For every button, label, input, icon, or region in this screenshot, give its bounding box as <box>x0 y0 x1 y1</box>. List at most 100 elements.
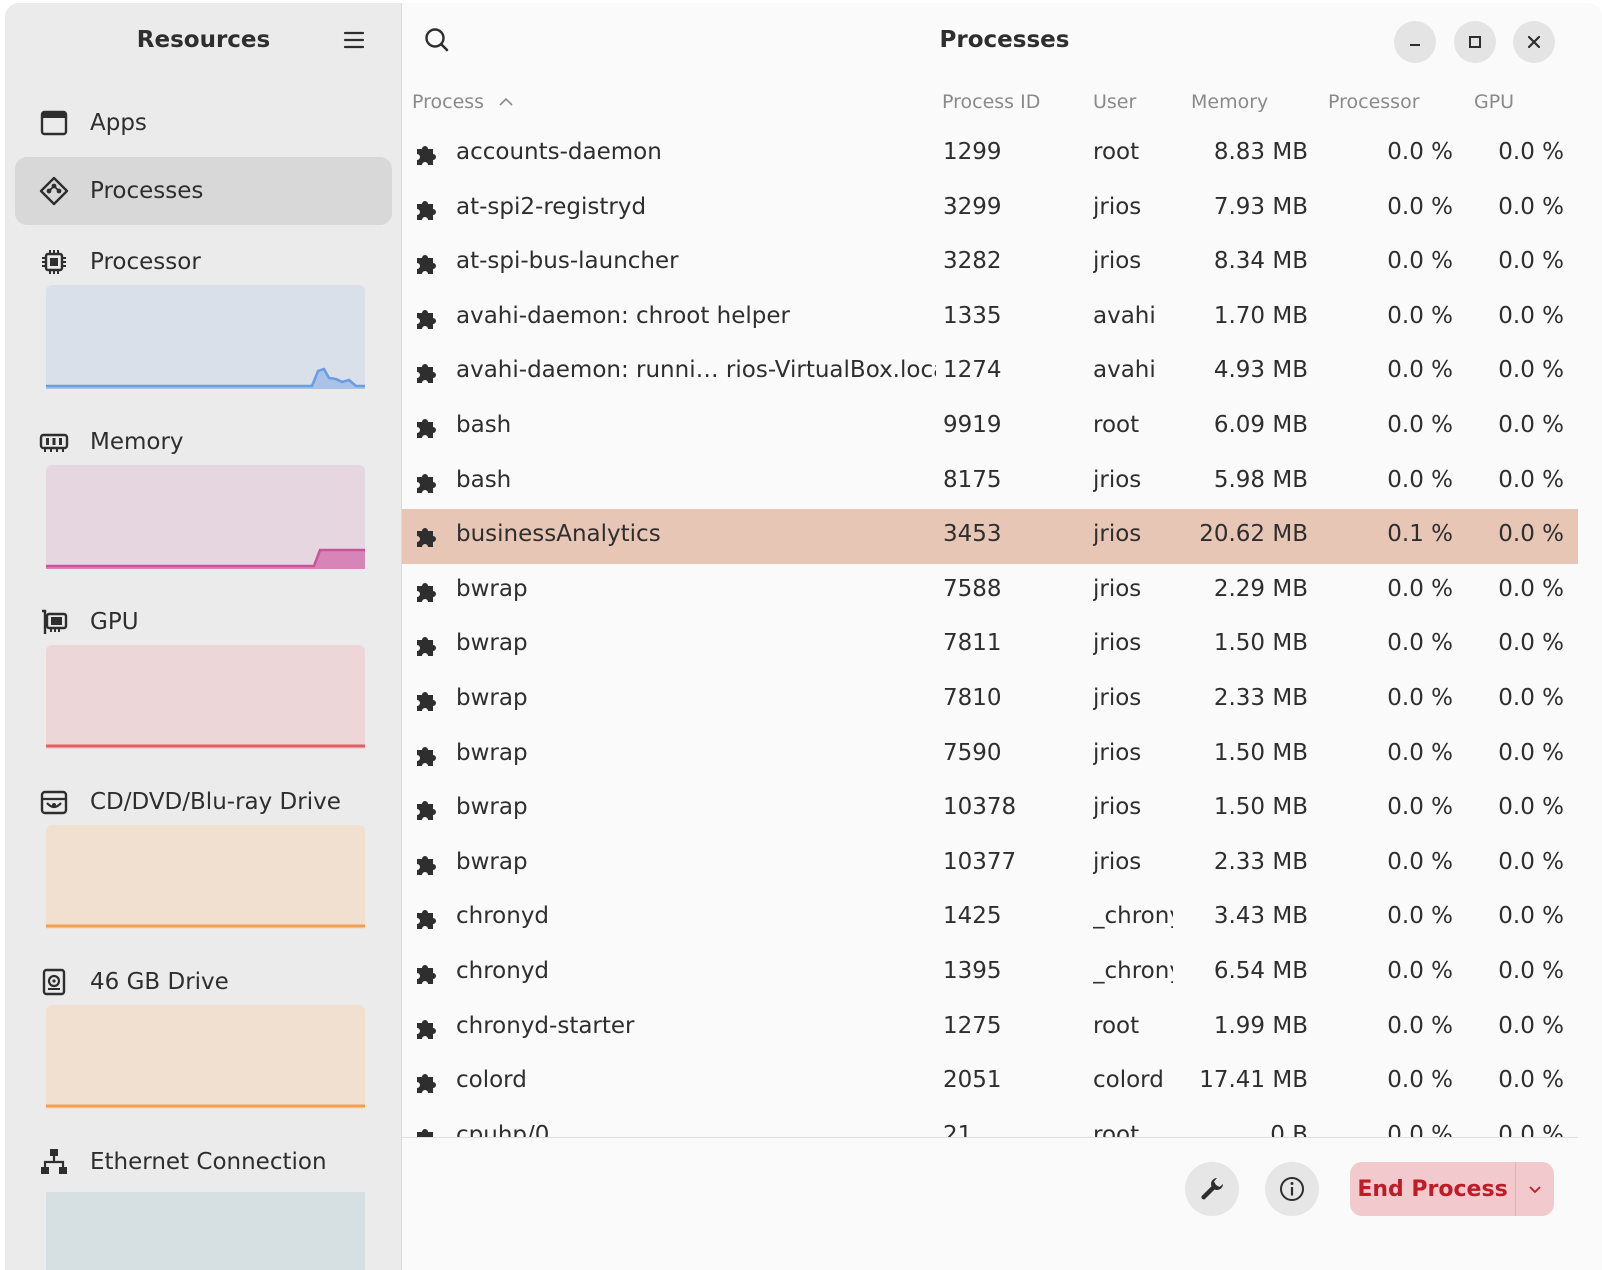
extension-icon <box>412 140 440 168</box>
table-row[interactable]: bash 8175 jrios 5.98 MB 0.0 % 0.0 % <box>402 455 1578 510</box>
sidebar-item-memory[interactable]: Memory <box>15 423 392 573</box>
column-header-pid[interactable]: Process ID <box>942 91 1041 113</box>
cell-name: avahi-daemon: chroot helper <box>456 302 790 329</box>
cpu-chip-icon <box>39 247 69 277</box>
table-row[interactable]: bwrap 7590 jrios 1.50 MB 0.0 % 0.0 % <box>402 728 1578 783</box>
column-header-label: Process <box>412 91 485 113</box>
disk-drive-usage-graph <box>46 1005 365 1109</box>
cell-gpu: 0.0 % <box>1498 248 1564 275</box>
table-row[interactable]: bwrap 7811 jrios 1.50 MB 0.0 % 0.0 % <box>402 618 1578 673</box>
sidebar-item-apps[interactable]: Apps <box>15 89 392 157</box>
table-row[interactable]: bwrap 10378 jrios 1.50 MB 0.0 % 0.0 % <box>402 782 1578 837</box>
cell-pid: 10378 <box>943 794 1017 821</box>
cell-processor: 0.0 % <box>1387 575 1453 602</box>
column-header-user[interactable]: User <box>1093 91 1137 113</box>
action-bar: End Process <box>402 1137 1578 1270</box>
cell-pid: 21 <box>943 1121 973 1137</box>
table-row[interactable]: at-spi-bus-launcher 3282 jrios 8.34 MB 0.0 %… <box>402 236 1578 291</box>
optical-drive-usage-graph <box>46 825 365 929</box>
extension-icon <box>412 577 440 605</box>
extension-icon <box>412 850 440 878</box>
hamburger-menu-icon[interactable] <box>341 27 367 53</box>
table-row[interactable]: businessAnalytics 3453 jrios 20.62 MB 0.1 % 0… <box>402 509 1578 564</box>
sidebar-item-ethernet[interactable]: Ethernet Connection <box>15 1143 392 1270</box>
cell-name: chronyd <box>456 903 550 930</box>
cell-memory: 17.41 MB <box>1199 1067 1308 1094</box>
process-info-button[interactable] <box>1265 1162 1319 1216</box>
table-row[interactable]: colord 2051 colord 17.41 MB 0.0 % 0.0 % <box>402 1055 1578 1110</box>
cell-name: bash <box>456 412 512 438</box>
cell-user: jrios <box>1093 248 1142 275</box>
extension-icon <box>412 358 440 386</box>
sidebar-item-processor[interactable]: Processor <box>15 243 392 393</box>
cell-gpu: 0.0 % <box>1498 903 1564 930</box>
network-icon <box>39 1147 69 1177</box>
table-row[interactable]: avahi-daemon: chroot helper 1335 avahi 1.70… <box>402 291 1578 346</box>
column-header-processor[interactable]: Processor <box>1328 91 1420 113</box>
cell-gpu: 0.0 % <box>1498 1121 1564 1137</box>
table-row[interactable]: bwrap 10377 jrios 2.33 MB 0.0 % 0.0 % <box>402 837 1578 892</box>
close-button[interactable] <box>1513 21 1555 63</box>
extension-icon <box>412 1014 440 1042</box>
cell-memory: 1.50 MB <box>1213 630 1308 657</box>
cell-user: _chrony <box>1093 903 1173 930</box>
cell-gpu: 0.0 % <box>1498 685 1564 711</box>
cell-memory: 5.98 MB <box>1213 466 1308 493</box>
table-row[interactable]: chronyd 1395 _chrony 6.54 MB 0.0 % 0.0 % <box>402 946 1578 1001</box>
sidebar-item-label: GPU <box>90 609 139 635</box>
processes-icon <box>39 176 69 206</box>
cell-pid: 3299 <box>943 193 1002 220</box>
table-row[interactable]: bwrap 7810 jrios 2.33 MB 0.0 % 0.0 % <box>402 673 1578 728</box>
maximize-button[interactable] <box>1454 21 1496 63</box>
process-options-button[interactable] <box>1185 1162 1239 1216</box>
cell-processor: 0.0 % <box>1387 1012 1453 1039</box>
search-icon[interactable] <box>422 25 452 55</box>
table-row[interactable]: accounts-daemon 1299 root 8.83 MB 0.0 % 0.0 % <box>402 127 1578 182</box>
process-list: accounts-daemon 1299 root 8.83 MB 0.0 % 0.0 %… <box>402 127 1578 1137</box>
cell-processor: 0.0 % <box>1387 848 1453 875</box>
cell-gpu: 0.0 % <box>1498 848 1564 875</box>
end-process-button[interactable]: End Process <box>1357 1176 1508 1202</box>
cell-memory: 1.50 MB <box>1213 739 1308 766</box>
cell-gpu: 0.0 % <box>1498 466 1564 493</box>
column-header-process[interactable]: Process <box>412 87 514 117</box>
table-row[interactable]: bash 9919 root 6.09 MB 0.0 % 0.0 % <box>402 400 1578 455</box>
cell-user: jrios <box>1093 794 1142 821</box>
cell-user: avahi <box>1093 302 1156 329</box>
table-row[interactable]: cpuhp/0 21 root 0 B 0.0 % 0.0 % <box>402 1110 1578 1137</box>
cell-name: bwrap <box>456 575 528 602</box>
table-row[interactable]: chronyd 1425 _chrony 3.43 MB 0.0 % 0.0 % <box>402 891 1578 946</box>
extension-icon <box>412 522 440 550</box>
sidebar-item-gpu[interactable]: GPU <box>15 603 392 753</box>
cell-pid: 1425 <box>943 903 1002 930</box>
processes-view: Processes Process Process ID User Memory… <box>402 3 1602 1270</box>
cell-name: colord <box>456 1067 527 1094</box>
cell-name: avahi-daemon: runni… rios-VirtualBox.loc… <box>456 357 936 384</box>
cell-memory: 8.34 MB <box>1213 248 1308 275</box>
column-header-memory[interactable]: Memory <box>1191 91 1269 113</box>
column-header-gpu[interactable]: GPU <box>1474 91 1515 113</box>
table-row[interactable]: bwrap 7588 jrios 2.29 MB 0.0 % 0.0 % <box>402 564 1578 619</box>
cell-user: jrios <box>1093 848 1142 875</box>
table-row[interactable]: avahi-daemon: runni… rios-VirtualBox.loc… <box>402 345 1578 400</box>
sidebar-item-disk-drive[interactable]: 46 GB Drive <box>15 963 392 1113</box>
cell-processor: 0.0 % <box>1387 794 1453 821</box>
sidebar-item-optical-drive[interactable]: CD/DVD/Blu-ray Drive <box>15 783 392 933</box>
cell-gpu: 0.0 % <box>1498 794 1564 821</box>
optical-drive-icon <box>39 787 69 817</box>
cell-memory: 20.62 MB <box>1199 521 1308 548</box>
sidebar-item-label: Ethernet Connection <box>90 1149 327 1175</box>
cell-processor: 0.0 % <box>1387 685 1453 711</box>
sidebar-item-label: Processor <box>90 249 201 275</box>
table-row[interactable]: at-spi2-registryd 3299 jrios 7.93 MB 0.0 % 0.… <box>402 182 1578 237</box>
extension-icon <box>412 195 440 223</box>
minimize-button[interactable] <box>1394 21 1436 63</box>
sidebar-item-processes[interactable]: Processes <box>15 157 392 225</box>
cell-name: businessAnalytics <box>456 521 661 548</box>
end-process-options-button[interactable] <box>1516 1162 1554 1216</box>
cell-gpu: 0.0 % <box>1498 1012 1564 1039</box>
split-divider <box>1515 1162 1516 1216</box>
cell-name: bwrap <box>456 685 528 711</box>
table-row[interactable]: chronyd-starter 1275 root 1.99 MB 0.0 % 0.0 % <box>402 1001 1578 1056</box>
cell-pid: 3282 <box>943 248 1002 275</box>
